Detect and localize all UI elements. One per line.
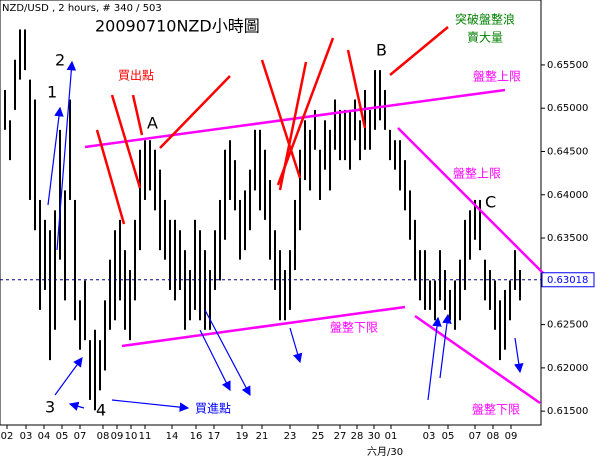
x-tick-label: 02	[1, 431, 14, 442]
x-tick-label: 07	[74, 431, 87, 442]
x-tick-label: 16	[190, 431, 203, 442]
annotation: 突破盤整浪	[455, 12, 515, 27]
x-tick-label: 25	[312, 431, 325, 442]
y-tick-label: 0.64500	[547, 146, 588, 157]
x-tick-label: 21	[256, 431, 269, 442]
x-tick-label: 05	[442, 431, 455, 442]
current-price-box	[541, 272, 595, 288]
y-tick-label: 0.62000	[547, 363, 588, 374]
x-tick-label: 01	[385, 431, 398, 442]
x-tick-label: 10	[125, 431, 138, 442]
y-tick-label: 0.64000	[547, 190, 588, 201]
annotation: 盤整上限	[473, 69, 521, 84]
annotation: 賣大量	[467, 30, 503, 45]
x-tick-label: 03	[20, 431, 33, 442]
arrows	[47, 60, 524, 412]
annotation: 買出點	[118, 69, 154, 83]
y-tick-label: 0.65500	[547, 60, 588, 71]
x-tick-label: 08	[487, 431, 500, 442]
y-tick-label: 0.63500	[547, 233, 588, 244]
annotation: 盤整下限	[330, 320, 378, 335]
header: NZD/USD , 2 hours, # 340 / 503	[2, 3, 162, 14]
annotation: 盤整上限	[453, 166, 501, 181]
annotation: 1	[47, 83, 57, 102]
x-tick-label: 30	[368, 431, 381, 442]
x-tick-label: 19	[236, 431, 249, 442]
annotation: 盤整下限	[472, 402, 520, 417]
y-tick-label: 0.65000	[547, 103, 588, 114]
y-tick-label: 0.61500	[547, 406, 588, 417]
x-tick-label: 07	[469, 431, 482, 442]
annotation: A	[147, 114, 158, 133]
x-tick-label: 14	[166, 431, 179, 442]
trend-lines	[84, 26, 546, 405]
x-tick-label: 03	[423, 431, 436, 442]
x-tick-label: 08	[97, 431, 110, 442]
x-tick-label: 27	[334, 431, 347, 442]
annotation: 4	[96, 401, 106, 420]
x-tick-label: 11	[139, 431, 152, 442]
annotation: B	[376, 41, 387, 60]
chart-title: 20090710NZD小時圖	[95, 17, 260, 36]
x-tick-label: 09	[111, 431, 124, 442]
x-tick-label: 09	[505, 431, 518, 442]
annotation: C	[485, 193, 496, 212]
x-period-label: 六月/30	[367, 446, 403, 458]
current-price-label: 0.63018	[547, 275, 588, 286]
x-tick-label: 23	[284, 431, 297, 442]
annotation: 2	[55, 51, 65, 70]
annotation: 3	[45, 398, 55, 417]
annotation: 買進點	[195, 402, 231, 416]
x-tick-label: 28	[351, 431, 364, 442]
x-tick-label: 05	[56, 431, 69, 442]
y-tick-label: 0.62500	[547, 320, 588, 331]
x-tick-label: 04	[38, 431, 51, 442]
plot	[0, 29, 541, 411]
x-tick-label: 17	[208, 431, 221, 442]
